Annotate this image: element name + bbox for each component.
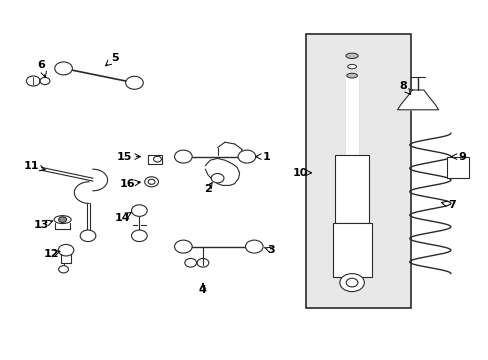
Circle shape: [184, 258, 196, 267]
Text: 4: 4: [199, 285, 206, 295]
Text: 1: 1: [262, 152, 270, 162]
Bar: [305, 34, 410, 308]
Circle shape: [80, 230, 96, 242]
Circle shape: [153, 156, 161, 162]
Text: 7: 7: [447, 200, 455, 210]
Bar: [147, 155, 162, 164]
Circle shape: [174, 150, 192, 163]
Circle shape: [40, 77, 50, 85]
Text: 5: 5: [111, 53, 119, 63]
Circle shape: [346, 278, 357, 287]
Circle shape: [245, 240, 263, 253]
Ellipse shape: [54, 216, 71, 224]
Circle shape: [131, 230, 147, 242]
Circle shape: [339, 274, 364, 292]
Circle shape: [131, 205, 147, 216]
Text: 8: 8: [399, 81, 407, 91]
Circle shape: [211, 174, 224, 183]
Circle shape: [26, 76, 40, 86]
Circle shape: [125, 76, 143, 89]
Ellipse shape: [345, 53, 357, 58]
Bar: [332, 223, 371, 277]
Circle shape: [148, 179, 155, 184]
Circle shape: [197, 258, 208, 267]
Ellipse shape: [347, 64, 356, 69]
Circle shape: [174, 240, 192, 253]
Text: 2: 2: [203, 184, 211, 194]
Circle shape: [59, 217, 66, 222]
Polygon shape: [397, 90, 438, 110]
Text: 9: 9: [457, 152, 465, 162]
Text: 11: 11: [24, 161, 40, 171]
Circle shape: [238, 150, 255, 163]
Text: 12: 12: [43, 249, 59, 259]
Text: 10: 10: [292, 168, 308, 178]
Circle shape: [58, 244, 74, 256]
Text: 15: 15: [117, 152, 132, 162]
Circle shape: [144, 177, 158, 187]
Circle shape: [59, 266, 68, 273]
Circle shape: [55, 62, 72, 75]
Text: 14: 14: [114, 213, 130, 223]
Text: 6: 6: [38, 60, 45, 70]
Ellipse shape: [346, 73, 357, 78]
Bar: [447, 157, 468, 178]
Text: 16: 16: [119, 179, 135, 189]
Text: 3: 3: [267, 245, 275, 255]
Bar: [334, 155, 368, 223]
Text: 13: 13: [34, 220, 49, 230]
